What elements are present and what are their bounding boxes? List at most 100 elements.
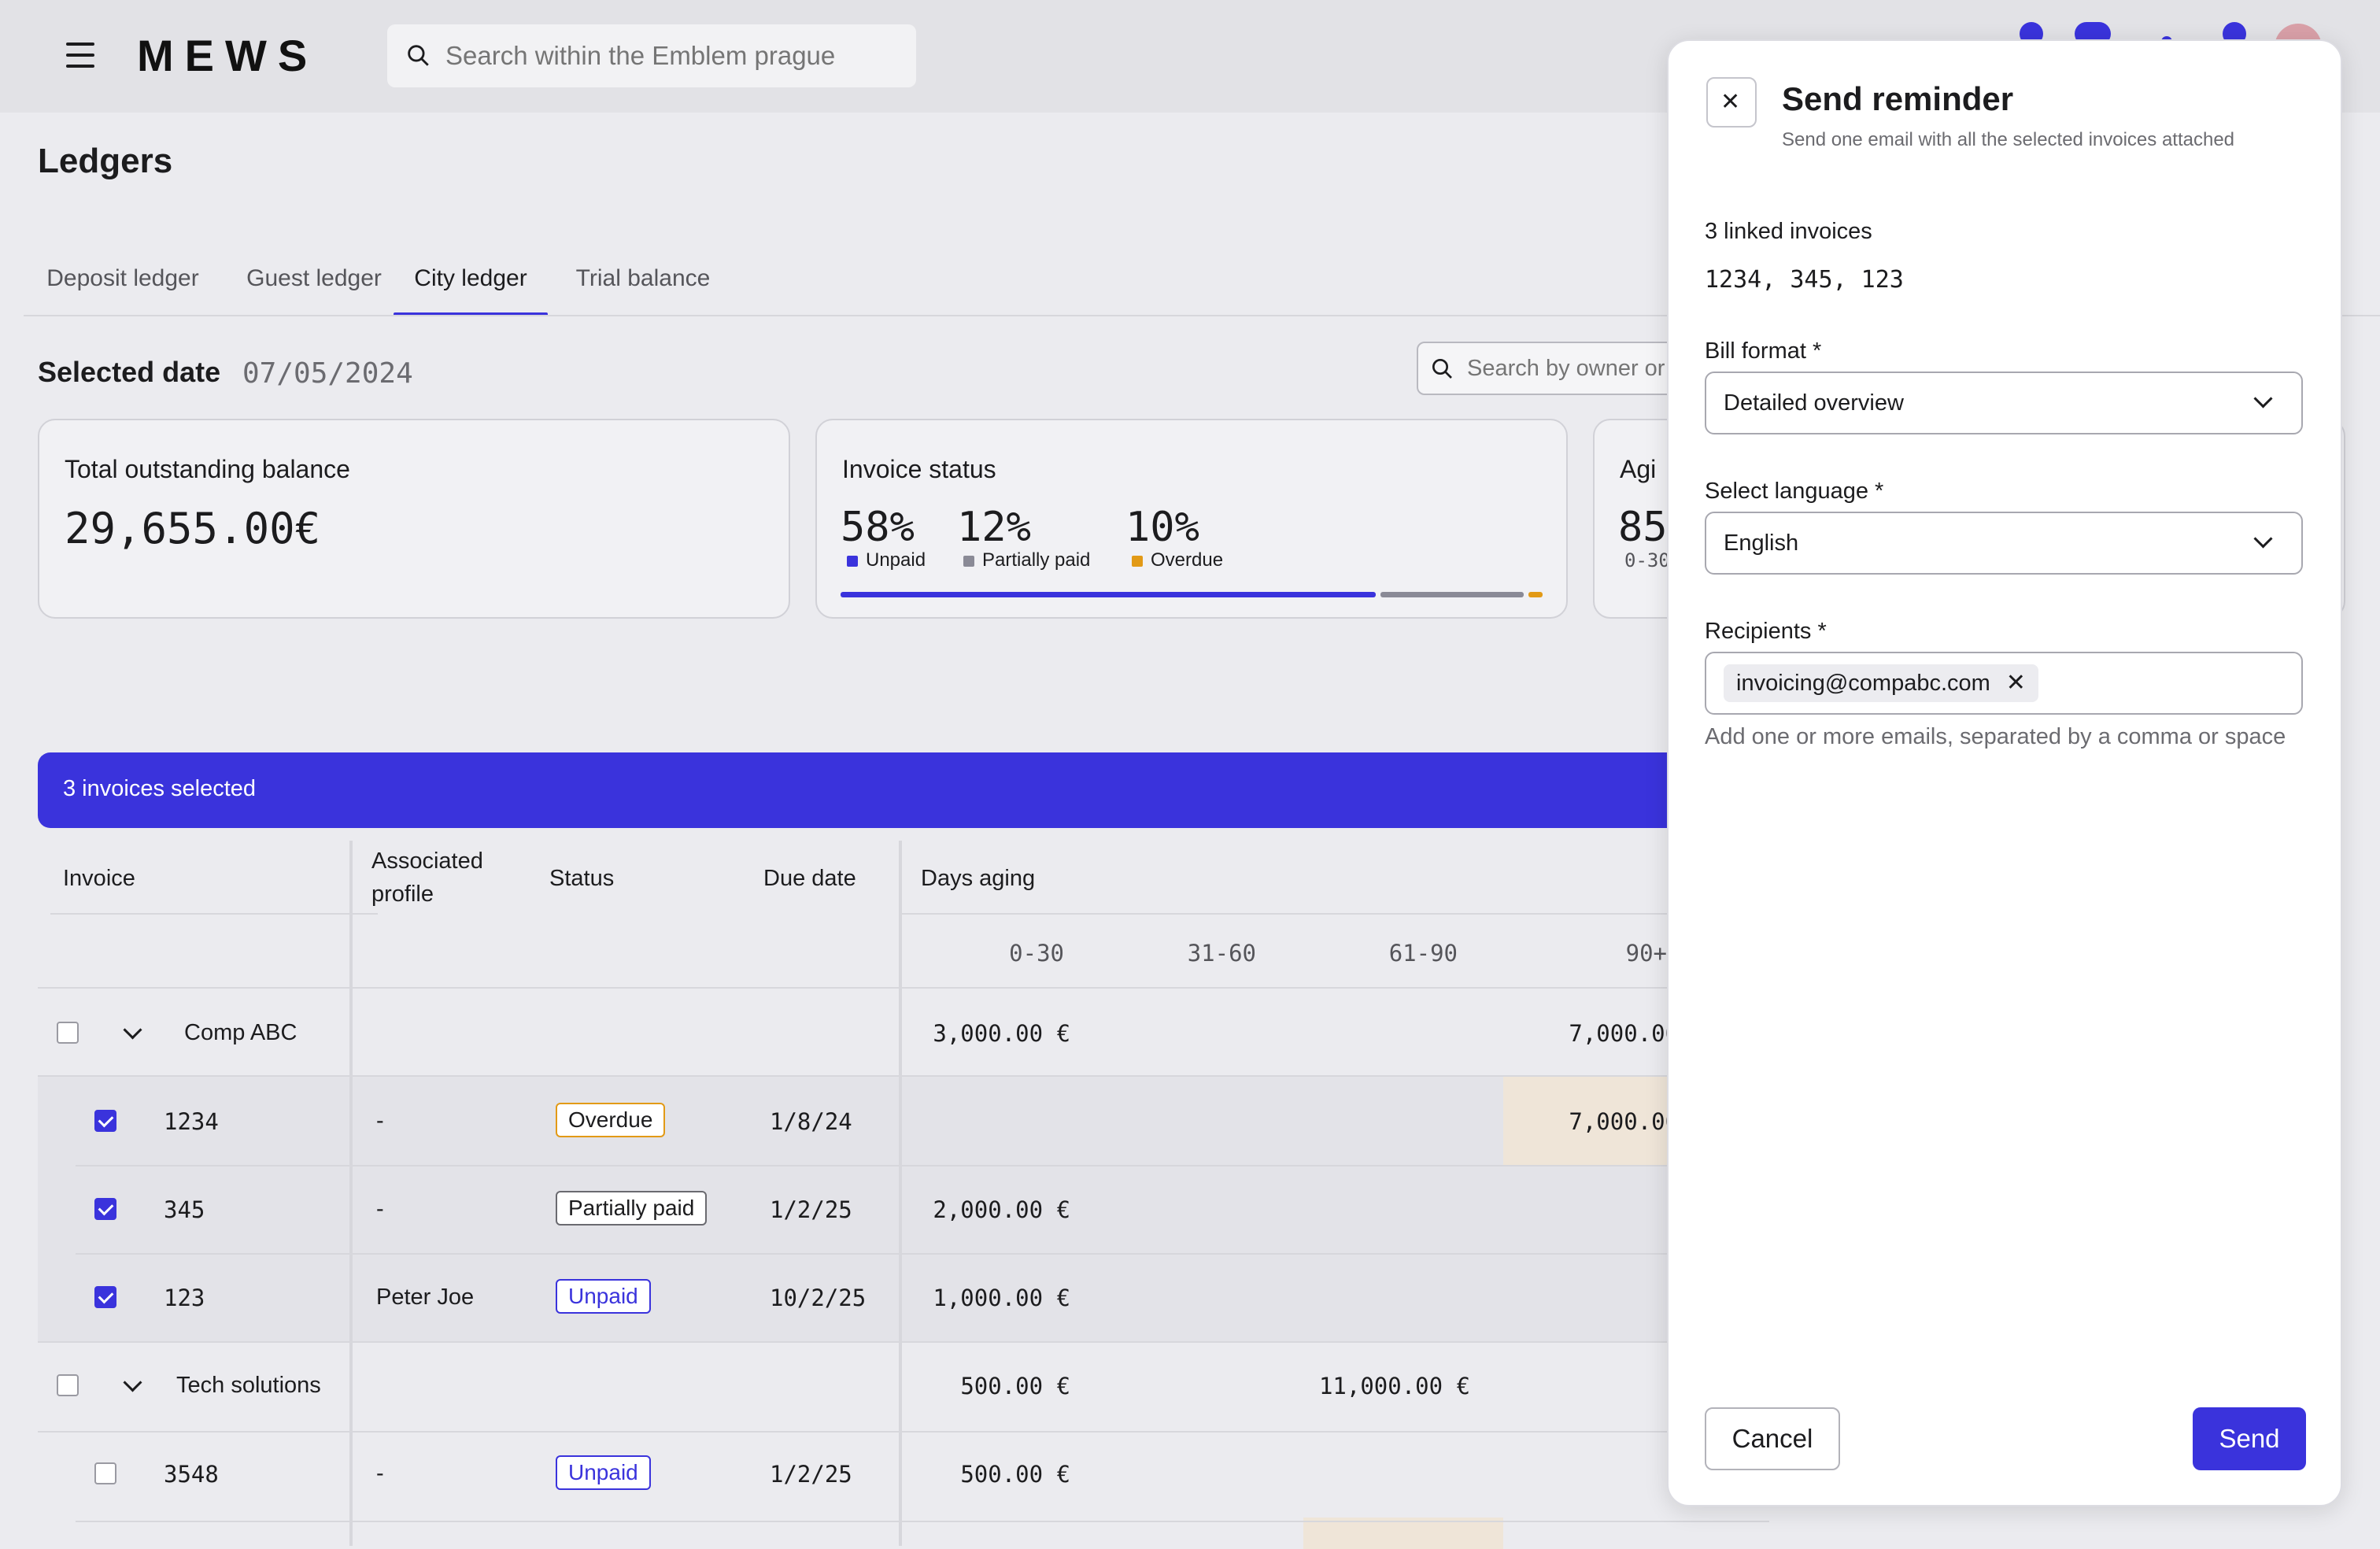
linked-invoices-values: 1234, 345, 123	[1705, 266, 1904, 294]
hamburger-menu-icon[interactable]	[66, 43, 98, 69]
total-balance-card: Total outstanding balance 29,655.00€	[38, 419, 790, 619]
group-checkbox[interactable]	[57, 1022, 79, 1044]
header-bucket-90-plus: 90+	[1625, 940, 1667, 967]
send-reminder-dialog: ✕ Send reminder Send one email with all …	[1667, 39, 2342, 1506]
unpaid-bar	[841, 592, 1376, 597]
divider	[38, 1431, 1769, 1433]
row-bg	[38, 1433, 1769, 1521]
language-select[interactable]: English	[1705, 512, 2303, 575]
cell-61-90: 11,000.00 €	[1318, 1373, 1470, 1399]
row-checkbox[interactable]	[94, 1198, 116, 1220]
invoice-number[interactable]: 3548	[164, 1461, 219, 1488]
tab-guest-ledger[interactable]: Guest ledger	[246, 265, 382, 291]
send-button[interactable]: Send	[2193, 1407, 2306, 1470]
card-title: Agi	[1620, 455, 1657, 483]
page-title: Ledgers	[38, 142, 173, 180]
group-row-bg	[38, 1343, 1769, 1431]
column-divider	[349, 841, 353, 1546]
selection-bar: 3 invoices selected	[38, 752, 1769, 828]
due-date: 1/2/25	[770, 1461, 852, 1488]
aging-bucket-label: 0-30	[1624, 549, 1670, 571]
linked-invoices-label: 3 linked invoices	[1705, 219, 1872, 244]
close-button[interactable]: ✕	[1706, 77, 1757, 128]
search-icon	[408, 45, 429, 66]
bill-format-select[interactable]: Detailed overview	[1705, 372, 2303, 434]
partially-paid-bar	[1380, 592, 1524, 597]
divider	[900, 913, 1769, 915]
due-date: 1/8/24	[770, 1108, 852, 1135]
bill-format-label: Bill format *	[1705, 338, 1822, 364]
legend-unpaid: Unpaid	[847, 549, 926, 571]
header-days-aging[interactable]: Days aging	[921, 866, 1036, 891]
profile: -	[376, 1461, 384, 1486]
selected-rows-bg	[38, 1077, 1769, 1341]
ledger-search-input[interactable]	[1465, 351, 1702, 386]
divider	[76, 1521, 1769, 1522]
recipients-help-text: Add one or more emails, separated by a c…	[1705, 724, 2286, 749]
language-value: English	[1724, 531, 1799, 556]
row-checkbox[interactable]	[94, 1110, 116, 1132]
search-icon	[1432, 359, 1452, 379]
group-name: Comp ABC	[184, 1020, 298, 1045]
cell-0-30: 500.00 €	[960, 1373, 1070, 1399]
tab-trial-balance[interactable]: Trial balance	[575, 265, 711, 291]
row-checkbox[interactable]	[94, 1286, 116, 1308]
recipient-chip[interactable]: invoicing@compabc.com ✕	[1724, 664, 2038, 702]
group-checkbox[interactable]	[57, 1374, 79, 1396]
unpaid-percent: 58%	[841, 504, 915, 551]
remove-recipient-icon[interactable]: ✕	[2005, 670, 2026, 696]
recipients-field[interactable]: invoicing@compabc.com ✕	[1705, 652, 2303, 715]
header-bucket-0-30: 0-30	[1009, 940, 1064, 967]
chevron-down-icon	[2253, 529, 2273, 549]
partially-paid-percent: 12%	[957, 504, 1031, 551]
invoice-number[interactable]: 1234	[164, 1108, 219, 1135]
invoice-number[interactable]: 123	[164, 1285, 205, 1311]
card-title: Total outstanding balance	[65, 455, 350, 483]
profile: -	[376, 1108, 384, 1133]
header-invoice[interactable]: Invoice	[63, 866, 135, 891]
selection-count: 3 invoices selected	[63, 776, 257, 801]
card-title: Invoice status	[842, 455, 996, 483]
tab-deposit-ledger[interactable]: Deposit ledger	[46, 265, 199, 291]
selected-date-value[interactable]: 07/05/2024	[242, 357, 413, 390]
divider	[76, 1165, 1769, 1166]
header-due-date[interactable]: Due date	[763, 866, 856, 891]
aging-value: 85	[1618, 504, 1668, 551]
legend-partially-paid: Partially paid	[963, 549, 1090, 571]
header-bucket-61-90: 61-90	[1388, 940, 1458, 967]
header-profile-line2[interactable]: profile	[371, 882, 434, 907]
chevron-down-icon	[2253, 389, 2273, 409]
overdue-cell-highlight	[1303, 1518, 1503, 1549]
header-status[interactable]: Status	[549, 866, 615, 891]
overdue-percent: 10%	[1125, 504, 1199, 551]
due-date: 1/2/25	[770, 1196, 852, 1223]
row-checkbox[interactable]	[94, 1462, 116, 1484]
overdue-bar	[1528, 592, 1543, 597]
invoice-number[interactable]: 345	[164, 1196, 205, 1223]
dialog-title: Send reminder	[1782, 80, 2014, 117]
dialog-subtitle: Send one email with all the selected inv…	[1782, 129, 2235, 150]
recipients-label: Recipients *	[1705, 619, 1827, 644]
cell-0-30: 2,000.00 €	[933, 1196, 1070, 1223]
global-search-input[interactable]	[444, 35, 896, 76]
status-badge: Overdue	[556, 1103, 666, 1137]
status-badge: Unpaid	[556, 1455, 651, 1490]
group-row-bg	[38, 987, 1769, 1075]
tab-city-ledger[interactable]: City ledger	[394, 260, 548, 316]
selected-date-label: Selected date	[38, 356, 221, 388]
balance-value: 29,655.00€	[65, 504, 321, 553]
app-logo: MEWS	[137, 31, 319, 80]
header-profile-line1[interactable]: Associated	[371, 848, 483, 874]
status-badge: Unpaid	[556, 1279, 651, 1314]
cancel-button[interactable]: Cancel	[1705, 1407, 1840, 1470]
column-divider	[899, 841, 902, 1546]
cell-0-30: 1,000.00 €	[933, 1285, 1070, 1311]
close-icon: ✕	[1720, 89, 1741, 115]
divider	[50, 913, 378, 915]
recipient-email: invoicing@compabc.com	[1736, 671, 1990, 696]
global-search[interactable]	[387, 24, 916, 87]
profile: -	[376, 1196, 384, 1222]
ledger-search[interactable]	[1417, 342, 1703, 395]
status-badge: Partially paid	[556, 1191, 708, 1226]
cell-0-30: 500.00 €	[960, 1461, 1070, 1488]
